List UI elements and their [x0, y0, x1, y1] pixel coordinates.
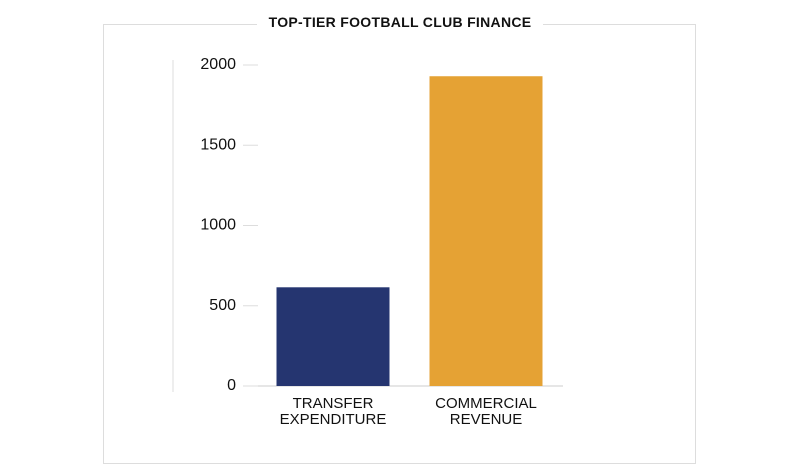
- bar: [276, 287, 390, 386]
- y-tick-label: 1000: [200, 217, 236, 234]
- chart-title-wrap: TOP-TIER FOOTBALL CLUB FINANCE: [0, 14, 800, 30]
- chart-title: TOP-TIER FOOTBALL CLUB FINANCE: [256, 14, 544, 30]
- y-tick-label: 2000: [200, 56, 236, 73]
- y-tick-label: 0: [227, 377, 236, 394]
- y-tick-label: 1500: [200, 136, 236, 153]
- page: TOP-TIER FOOTBALL CLUB FINANCE 0 500 1000 1…: [0, 14, 800, 464]
- y-tick-label: 500: [209, 297, 236, 314]
- x-tick-label: TRANSFER EXPENDITURE: [279, 395, 387, 428]
- x-tick-label: COMMERCIAL REVENUE: [435, 395, 537, 428]
- bar: [429, 76, 543, 387]
- chart: 0 500 1000 1500 2000: [172, 56, 563, 394]
